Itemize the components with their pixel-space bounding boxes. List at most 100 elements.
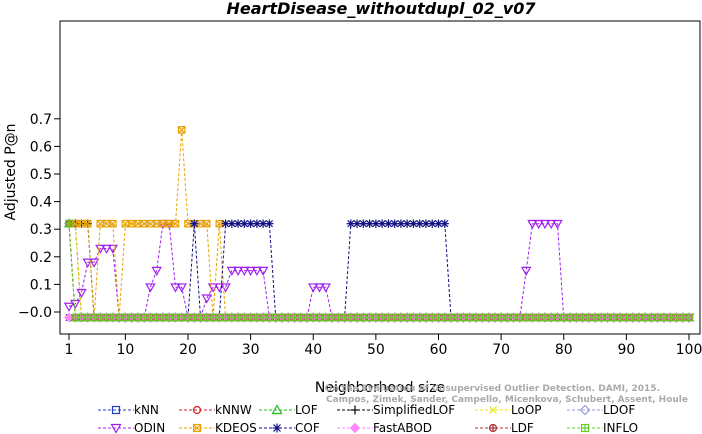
y-tick-label: 0.1 [30,277,52,293]
data-point [552,219,563,230]
data-point [76,288,87,299]
data-point [509,313,518,322]
legend-marker [349,422,361,434]
legend-label: LDF [511,421,534,434]
series-line [68,223,689,318]
data-point [107,244,119,254]
data-point [251,266,263,277]
series-line [69,223,689,318]
data-point [314,283,325,293]
data-point [240,219,249,228]
x-tick-label: 70 [492,342,510,358]
legend-item-simplifiedlof: SimplifiedLOF [337,403,455,417]
legend-label: ODIN [134,421,165,434]
series-line [68,223,689,318]
x-tick-label: 1 [65,342,74,358]
data-point [527,219,538,230]
series-inflo [65,219,693,322]
data-point [151,266,162,277]
legend-marker [489,406,497,414]
data-point [320,283,331,293]
series-line [68,223,689,318]
series-line [69,223,689,318]
data-point [533,219,544,230]
legend-marker [110,423,122,434]
data-point [184,219,192,228]
legend-marker [488,423,498,433]
data-point [520,266,532,277]
data-point [685,313,693,322]
data-point [252,219,262,228]
plot-area: 1 10 20 30 40 50 60 70 80 90 100 −0.0 0.1 0.2 0.3 0.4 0.… [18,20,702,358]
legend-marker [271,404,283,415]
legend-item-fastabod: FastABOD [337,421,432,434]
legend-item-loop: LoOP [475,403,542,417]
legend-item-knnw: kNNW [179,403,252,417]
series-line [68,223,689,318]
data-point [534,313,543,322]
data-point [245,266,256,277]
series-line [69,223,689,318]
legend-label: kNN [134,403,159,417]
data-point [88,258,100,268]
data-point [82,258,94,268]
legend-item-knn: kNN [98,403,159,417]
y-tick-label: 0.5 [30,167,52,183]
legend-item-ldof: LDOF [567,403,635,417]
data-point [440,219,449,228]
x-tick-label: 50 [367,342,385,358]
data-point [239,266,250,277]
chart-title: HeartDisease_withoutdupl_02_v07 [227,0,537,18]
y-tick-label: 0.4 [30,195,52,211]
data-point [96,219,105,228]
legend-item-kdeos: KDEOS [179,421,257,434]
legend-label: COF [295,421,320,434]
legend-marker [580,423,590,433]
legend-label: FastABOD [373,421,432,434]
data-point [365,219,374,228]
data-point [109,219,117,228]
x-tick-label: 90 [617,342,635,358]
data-point [434,219,443,228]
y-tick-label: 0.7 [30,112,52,128]
series-odin [63,219,695,323]
x-tick-label: 60 [430,342,448,358]
data-point [265,219,274,228]
legend-label: KDEOS [215,421,257,434]
legend-marker [272,423,282,433]
plot-frame [59,20,701,335]
series-knnw [65,219,693,322]
data-point [308,283,319,293]
y-axis-label: Adjusted P@n [3,123,19,220]
y-tick-label: 0.3 [30,222,52,238]
legend-item-ldf: LDF [475,421,534,434]
data-point [63,302,75,312]
x-tick-label: 10 [116,342,134,358]
legend-item-cof: COF [259,421,320,434]
data-point [140,219,148,228]
data-point [145,283,156,293]
data-point [201,294,213,304]
series-line [69,223,689,318]
data-point [176,283,187,293]
data-point [171,219,180,228]
legend: kNN kNNW LOF SimplifiedLOF LoOP LDOF ODIN KDEOS… [98,403,638,434]
data-point [402,219,412,228]
data-point [70,299,81,310]
legend-marker [579,404,591,416]
legend-label: LDOF [603,403,635,417]
data-point [545,219,557,230]
data-point [226,266,238,277]
data-point [384,219,393,228]
data-point [371,219,381,228]
legend-marker [192,423,202,433]
data-point [459,313,468,322]
x-tick-label: 40 [304,342,322,358]
data-point [539,219,551,230]
data-point [428,219,437,228]
data-point [202,219,211,228]
data-point [207,283,219,293]
y-tick-label: 0.2 [30,250,52,266]
legend-item-inflo: INFLO [567,421,638,434]
